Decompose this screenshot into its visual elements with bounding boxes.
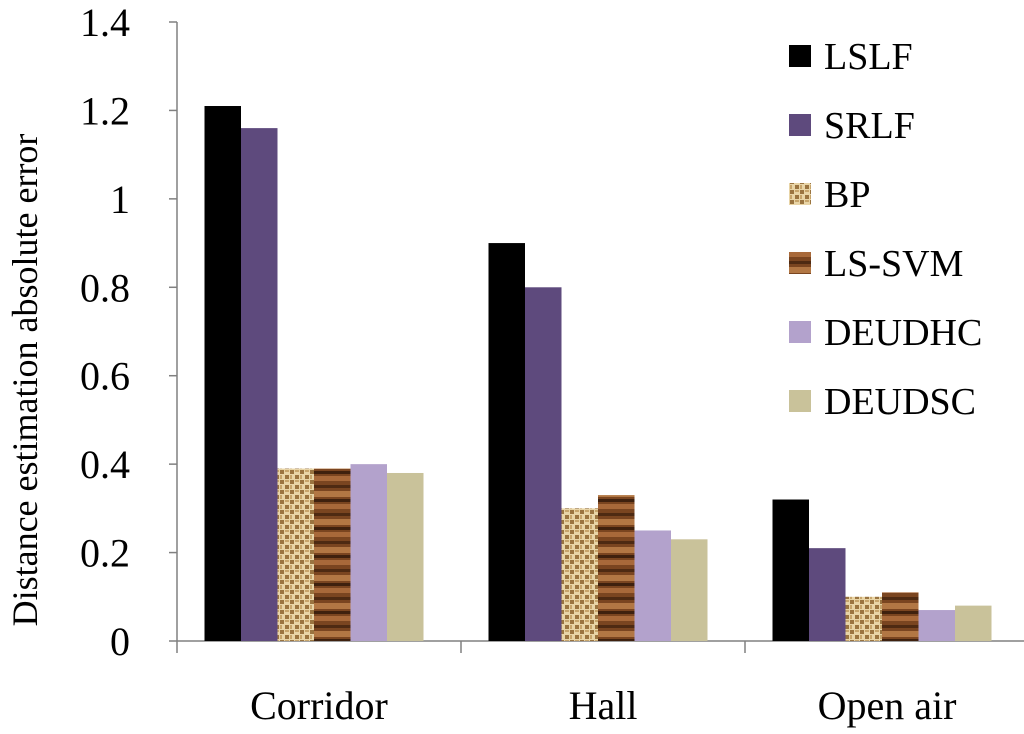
legend-swatch <box>789 45 811 67</box>
y-axis-ticks: 0 0.2 0.4 0.6 0.8 1 1.2 1.4 <box>80 0 1024 664</box>
x-tick-label: Hall <box>569 683 638 728</box>
y-tick-label: 1.4 <box>80 0 130 45</box>
y-tick-label: 0.8 <box>80 265 130 310</box>
legend-swatch <box>789 114 811 136</box>
y-tick-label: 1.2 <box>80 88 130 133</box>
legend-label: LS-SVM <box>824 243 963 285</box>
legend-swatch <box>789 183 811 205</box>
legend-label: BP <box>824 174 870 216</box>
legend-swatch <box>789 252 811 274</box>
bar-deudsc-corridor <box>387 472 424 641</box>
bar-bp-open-air <box>845 596 882 641</box>
y-tick-label: 0 <box>110 619 130 664</box>
bar-lslf-open-air <box>772 499 809 641</box>
bar-ls-svm-open-air <box>882 592 919 641</box>
bar-deudhc-hall <box>634 530 671 641</box>
legend-label: DEUDSC <box>824 381 976 423</box>
bar-lslf-corridor <box>204 106 241 641</box>
bar-bp-corridor <box>277 468 314 641</box>
y-tick-label: 1 <box>110 177 130 222</box>
legend-swatch <box>789 321 811 343</box>
x-tick-label: Corridor <box>250 683 388 728</box>
bar-ls-svm-corridor <box>314 468 351 641</box>
bar-deudsc-hall <box>671 539 708 641</box>
legend-label: LSLF <box>824 36 913 78</box>
x-tick-label: Open air <box>818 683 957 728</box>
legend-label: SRLF <box>824 105 915 147</box>
bar-deudhc-open-air <box>918 610 955 641</box>
bar-srlf-hall <box>525 287 562 641</box>
bar-srlf-corridor <box>241 128 278 642</box>
legend-swatch <box>789 390 811 412</box>
bar-ls-svm-hall <box>598 495 635 641</box>
legend-label: DEUDHC <box>824 312 982 354</box>
bars <box>204 106 992 642</box>
bar-srlf-open-air <box>809 548 846 641</box>
bar-bp-hall <box>561 508 598 641</box>
y-tick-label: 0.4 <box>80 442 130 487</box>
legend: LSLF SRLF BP LS-SVM DEUDHC DEUDSC <box>789 36 982 423</box>
y-tick-label: 0.6 <box>80 354 130 399</box>
x-axis-ticks: Corridor Hall Open air <box>176 641 957 728</box>
bar-deudhc-corridor <box>350 464 387 641</box>
y-axis-label: Distance estimation absolute error <box>5 134 45 627</box>
bar-lslf-hall <box>488 243 525 642</box>
bar-deudsc-open-air <box>955 605 992 641</box>
y-tick-label: 0.2 <box>80 531 130 576</box>
